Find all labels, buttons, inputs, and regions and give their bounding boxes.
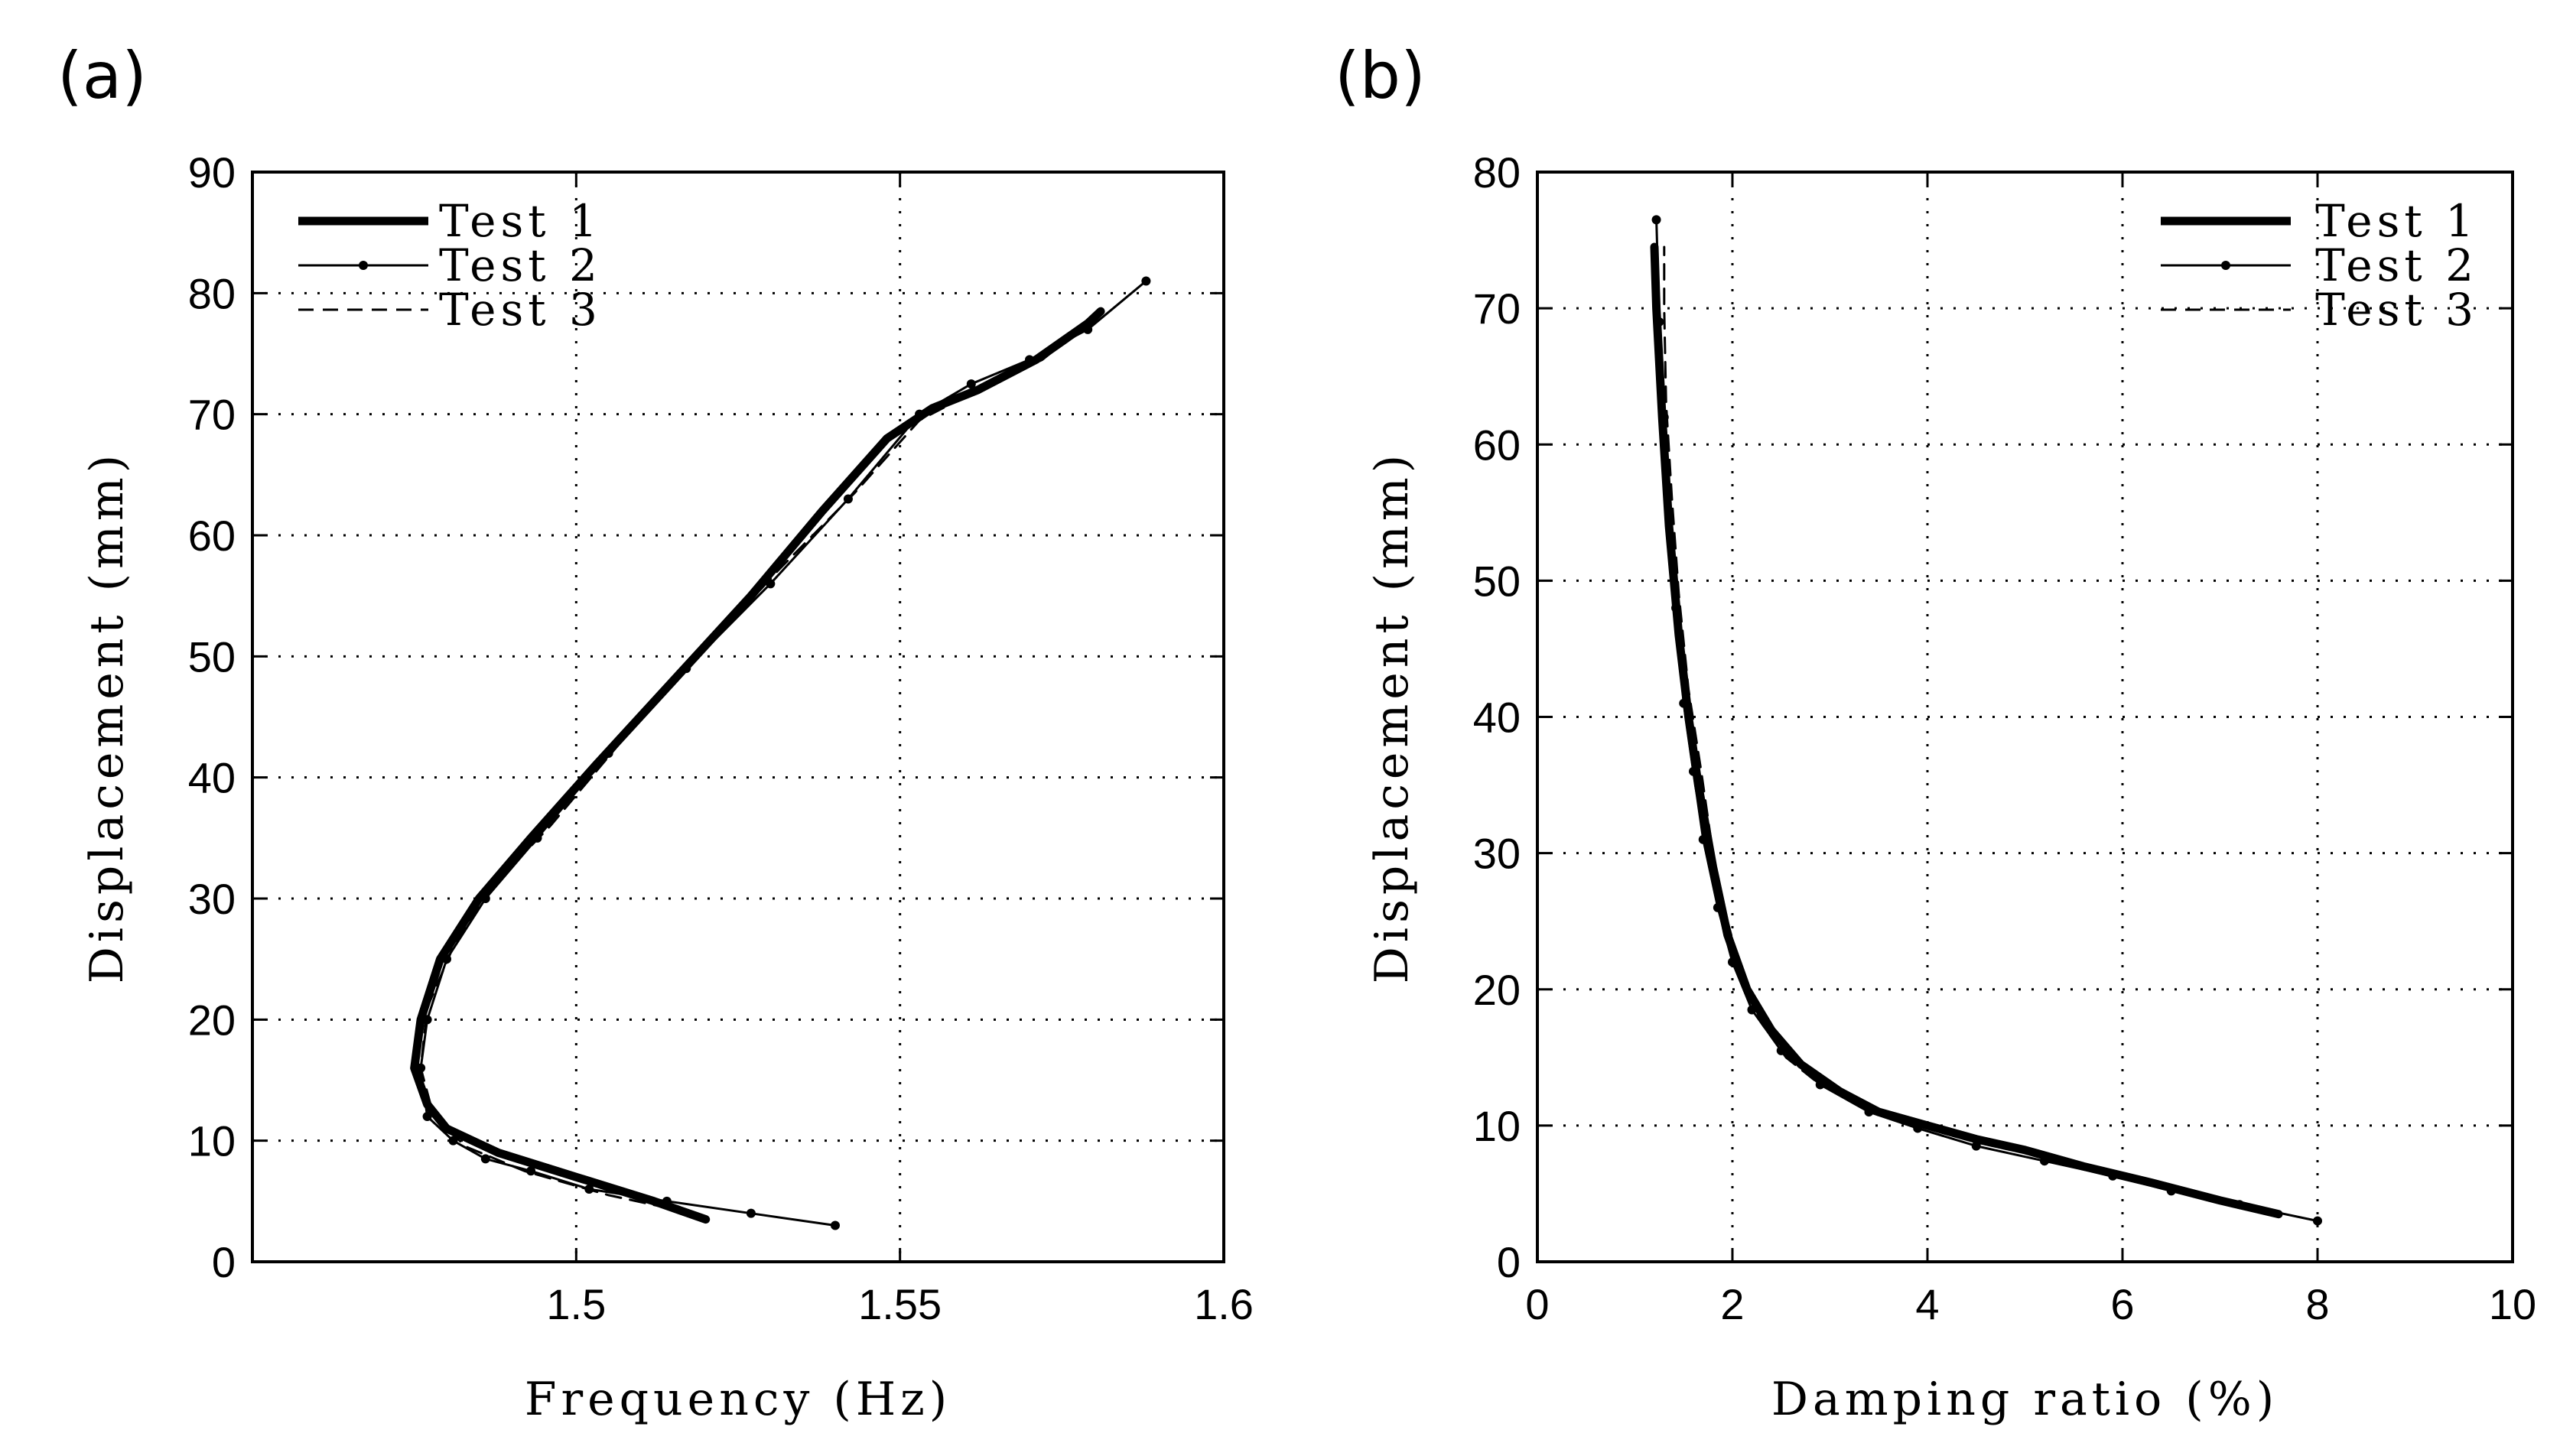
chart-a-legend-marker-2	[359, 261, 368, 270]
chart-a-x-axis-label: Frequency (Hz)	[525, 1373, 951, 1426]
chart-b-series-3-line	[1663, 245, 2260, 1211]
chart-b-x-axis-label: Damping ratio (%)	[1771, 1373, 2279, 1426]
chart-b-series-2-point-0	[2313, 1216, 2322, 1226]
chart-a-series-3-line	[419, 316, 1096, 1215]
chart-b-series-2-point-2	[2166, 1186, 2176, 1196]
chart-b-series-2-point-17	[1664, 508, 1674, 518]
chart-b-series-2-point-14	[1689, 766, 1698, 776]
chart-a-series-2-point-9	[422, 1015, 432, 1025]
chart-a-xtick-label-2: 1.6	[1194, 1280, 1254, 1328]
chart-b-xtick-label-4: 8	[2305, 1280, 2329, 1328]
chart-b: 0 2 4 6 8 10 0 10 20 30 40 50 60 70 80 Damping ratio (%…	[1365, 148, 2536, 1426]
chart-a-ytick-label-1: 10	[188, 1117, 236, 1165]
chart-a-series-2-point-5	[480, 1154, 490, 1164]
chart-b-xtick-label-3: 6	[2110, 1280, 2134, 1328]
chart-a-ytick-label-4: 40	[188, 754, 236, 802]
chart-b-series-2-point-16	[1671, 603, 1681, 613]
chart-a-series-2-point-18	[966, 379, 976, 389]
chart-b-series-2-point-5	[1971, 1141, 1981, 1151]
chart-b-legend-label-3: Test 3	[2315, 284, 2478, 336]
chart-a-ytick-label-8: 80	[188, 269, 236, 317]
chart-a-series-2-point-21	[1141, 276, 1151, 286]
chart-a-series-2-point-7	[422, 1112, 432, 1121]
chart-a-ytick-label-3: 30	[188, 875, 236, 923]
chart-b-series-2-point-8	[1815, 1080, 1825, 1090]
chart-b-xtick-label-0: 0	[1525, 1280, 1549, 1328]
chart-a-ytick-label-5: 50	[188, 632, 236, 681]
chart-a-series-2-line	[419, 280, 1147, 1227]
chart-b-series-2-point-11	[1728, 957, 1737, 967]
chart-b-series-2-point-4	[2040, 1156, 2049, 1166]
chart-b-ytick-label-3: 30	[1473, 830, 1521, 878]
chart-a-series-2-point-14	[681, 664, 691, 674]
chart-b-ytick-label-1: 10	[1473, 1102, 1521, 1150]
chart-a-series-2-point-2	[662, 1196, 672, 1206]
chart-b-legend-marker-2	[2221, 261, 2230, 270]
chart-b-series-2-point-13	[1698, 834, 1708, 844]
chart-b-ytick-label-0: 0	[1497, 1238, 1521, 1286]
chart-a-series-2-point-20	[1083, 324, 1093, 334]
chart-a-series-2-point-17	[915, 409, 925, 419]
chart-b-ytick-label-6: 60	[1473, 421, 1521, 469]
chart-b-ytick-label-2: 20	[1473, 966, 1521, 1014]
chart-b-series-2-point-19	[1654, 317, 1664, 327]
chart-a: 1.5 1.55 1.6 0 10 20 30 40 50 60 70 80 90 Frequency (…	[80, 148, 1254, 1426]
chart-b-series-2-point-10	[1747, 1005, 1757, 1015]
chart-a-series-2-point-0	[831, 1220, 840, 1230]
chart-b-ytick-label-7: 70	[1473, 284, 1521, 333]
chart-b-legend-label-2: Test 2	[2315, 239, 2478, 291]
chart-b-series-2-point-9	[1776, 1045, 1786, 1055]
chart-a-y-axis-label: Displacement (mm)	[80, 450, 134, 983]
chart-a-series-2-point-4	[526, 1166, 536, 1176]
chart-b-xtick-label-1: 2	[1720, 1280, 1744, 1328]
panel-label-b: (b)	[1335, 38, 1426, 113]
chart-a-legend-label-1: Test 1	[439, 195, 602, 247]
chart-b-series-2-point-15	[1679, 698, 1689, 708]
chart-b-legend-label-1: Test 1	[2315, 195, 2478, 247]
chart-a-series-2-point-19	[1025, 355, 1034, 365]
chart-b-series-2-line	[1655, 218, 2319, 1223]
chart-a-xtick-label-0: 1.5	[546, 1280, 606, 1328]
chart-a-series-2-point-6	[448, 1136, 458, 1146]
chart-a-ytick-label-7: 70	[188, 391, 236, 439]
chart-a-legend-label-3: Test 3	[439, 284, 602, 336]
chart-b-ytick-label-4: 40	[1473, 694, 1521, 742]
chart-b-series-2-point-20	[1651, 215, 1661, 225]
chart-a-ytick-label-9: 90	[188, 148, 236, 197]
chart-a-ytick-label-6: 60	[188, 512, 236, 560]
chart-b-series-2-point-1	[2235, 1200, 2244, 1210]
chart-b-y-axis-label: Displacement (mm)	[1365, 450, 1419, 983]
chart-b-series-1-line	[1650, 242, 2283, 1219]
chart-a-xtick-label-1: 1.55	[858, 1280, 942, 1328]
chart-a-ytick-label-0: 0	[212, 1238, 236, 1286]
chart-a-plot-frame	[251, 171, 1225, 1263]
chart-a-ytick-label-2: 20	[188, 996, 236, 1044]
chart-b-xtick-label-5: 10	[2489, 1280, 2536, 1328]
chart-b-series-2-point-12	[1713, 902, 1722, 912]
chart-a-series-1-line	[410, 307, 1105, 1224]
chart-a-series-2-point-13	[603, 749, 613, 758]
chart-b-xtick-label-2: 4	[1915, 1280, 1939, 1328]
chart-b-ytick-label-8: 80	[1473, 148, 1521, 197]
chart-a-series-2-point-1	[746, 1208, 756, 1218]
chart-a-legend-label-2: Test 2	[439, 239, 602, 291]
panel-label-a: (a)	[57, 38, 147, 113]
chart-b-ytick-label-5: 50	[1473, 557, 1521, 605]
